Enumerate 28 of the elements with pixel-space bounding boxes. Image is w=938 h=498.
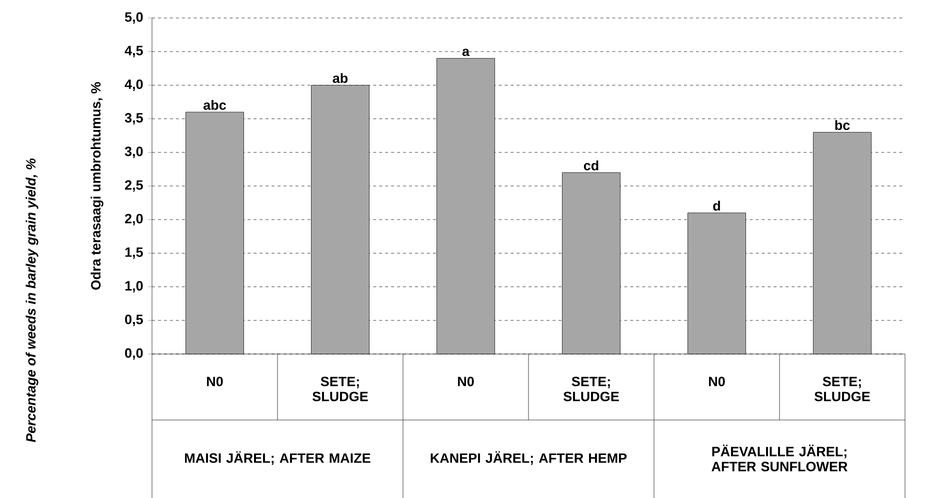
x-tick-label: SETE; SLUDGE — [564, 376, 619, 402]
y-tick-label: 2,0 — [125, 214, 143, 226]
data-label: ab — [332, 73, 348, 83]
y-tick-label: 1,0 — [125, 281, 143, 293]
x-tick-label: N0 — [458, 376, 474, 386]
x-tick-label: SETE; SLUDGE — [814, 376, 870, 402]
y-tick-label: 2,5 — [125, 180, 143, 192]
data-label: d — [713, 200, 720, 211]
text: Percentage of weeds in barley grain yield, % — [26, 158, 38, 442]
data-label: cd — [584, 160, 598, 170]
text: PÄEVALILLE JÄREL; AFTER SUNFLOWER — [712, 444, 848, 472]
x-tick-label: N0 — [709, 376, 725, 386]
x-tick-label: N0 — [207, 376, 223, 386]
x-tick-label: SETE; SLUDGE — [312, 376, 368, 402]
y-tick-label: 3,5 — [124, 113, 143, 125]
y-tick-label: 0,5 — [125, 314, 143, 326]
text: KANEPI JÄREL; AFTER HEMP — [430, 451, 627, 465]
data-label: abc — [204, 100, 226, 110]
y-tick-label: 1,5 — [125, 248, 143, 259]
y-tick-label: 4,5 — [124, 46, 143, 58]
data-label: bc — [835, 120, 850, 130]
y-axis-title: Odra terasaagi umbrohtumus, % — [90, 82, 104, 290]
y-tick-label: 3,0 — [124, 146, 143, 158]
data-label: a — [462, 48, 470, 56]
y-tick-label: 0,0 — [125, 348, 143, 360]
y-tick-label: 5,0 — [124, 12, 143, 24]
y-tick-label: 4,0 — [124, 79, 143, 91]
text: MAISI JÄREL; AFTER MAIZE — [185, 451, 370, 465]
